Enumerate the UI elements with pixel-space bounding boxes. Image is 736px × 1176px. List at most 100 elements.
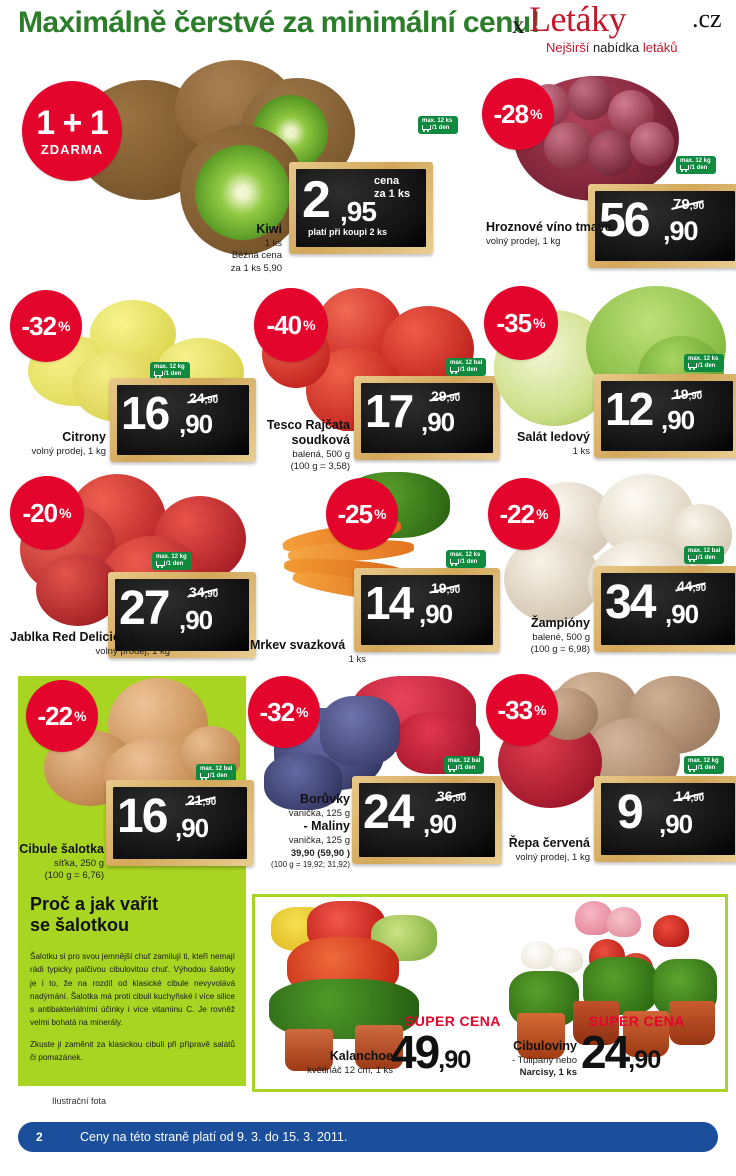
- validity-text: Ceny na této straně platí od 9. 3. do 15…: [80, 1130, 348, 1144]
- product-kiwi[interactable]: 1 + 1 ZDARMA max. 12 ks /1 den Kiwi 1 ks…: [0, 56, 470, 286]
- cibuloviny-price-int: 24: [581, 1026, 630, 1078]
- mrkev-name-block: Mrkev svazková 1 ks: [250, 638, 366, 665]
- watermark-tld: .cz: [692, 4, 722, 33]
- citrony-limit-period: /1 den: [164, 370, 182, 377]
- jablka-sub1: volný prodej, 1 kg: [95, 646, 170, 657]
- hrozny-price-dec: ,90: [663, 216, 699, 246]
- citrony-limit-qty: max. 12 kg: [154, 364, 185, 370]
- product-zampiony[interactable]: -22% max. 12 bal /1 den 34 ,90 44,90 Žam…: [484, 468, 736, 668]
- cart-icon: [688, 363, 697, 371]
- product-boruvky[interactable]: -32% max. 12 bal /1 den 24 ,90 36,90 Bor…: [248, 668, 502, 878]
- salat-limit-badge: max. 12 ks /1 den: [684, 354, 724, 372]
- jablka-price-dec: ,90: [179, 605, 213, 635]
- salotka-limit-badge: max. 12 bal /1 den: [196, 764, 237, 782]
- kiwi-price-note-top: cena za 1 ks: [374, 175, 411, 200]
- kalanchoe-price: 49,90: [391, 1029, 471, 1075]
- boruvky-price-old: 36,90: [435, 789, 466, 804]
- mrkev-discount-badge: -25%: [326, 478, 398, 550]
- mrkev-name: Mrkev svazková: [250, 638, 346, 652]
- salat-price-int: 12: [605, 383, 654, 435]
- mrkev-price-board: 14 ,90 19,90: [354, 568, 500, 652]
- rajcata-limit-qty: max. 12 bal: [450, 360, 483, 366]
- cibuloviny-sub2: Narcisy, 1 ks: [519, 1067, 577, 1079]
- cart-icon: [450, 367, 459, 375]
- salotka-name: Cibule šalotka: [19, 842, 104, 856]
- cibuloviny-price: 24,90: [581, 1029, 661, 1075]
- jablka-name-block: Jablka Red Delicious volný prodej, 1 kg: [10, 630, 170, 657]
- rajcata-name2: soudková: [291, 433, 350, 447]
- salotka-name-block: Cibule šalotka síťka, 250 g (100 g = 6,7…: [0, 842, 104, 882]
- salotka-sub1: síťka, 250 g: [53, 858, 104, 869]
- watermark-logo: x Letáky .cz Nejširší nabídka letáků: [490, 0, 736, 55]
- salotka-price-dec: ,90: [175, 813, 209, 843]
- zampiony-price-int: 34: [605, 576, 656, 629]
- boruvky-price-dec: ,90: [423, 809, 457, 839]
- rajcata-price-dec: ,90: [421, 407, 455, 437]
- watermark-tagline-c: letáků: [642, 40, 678, 55]
- rajcata-price-old: 29,90: [429, 389, 460, 404]
- hrozny-sub1: volný prodej, 1 kg: [486, 236, 561, 247]
- mrkev-price-old-dec: ,90: [446, 585, 461, 596]
- product-salat[interactable]: -35% max. 12 ks /1 den 12 ,90 19,90 Salá…: [484, 278, 736, 468]
- boruvky-sub1: vanička, 125 g: [288, 808, 350, 819]
- product-repa[interactable]: -33% max. 12 kg /1 den 9 ,90 14,90 Řepa …: [484, 668, 736, 868]
- salat-name-block: Salát ledový 1 ks: [484, 430, 590, 457]
- page-header: Maximálně čerstvé za minimální cenu! x L…: [0, 0, 736, 56]
- product-jablka[interactable]: -20% max. 12 kg /1 den 27 ,90 34,90 Jabl…: [0, 468, 256, 668]
- zampiony-sub1: balené, 500 g: [532, 632, 590, 643]
- jablka-price-old: 34,90: [187, 585, 218, 600]
- watermark-tagline: Nejširší nabídka letáků: [546, 40, 678, 55]
- jablka-discount-badge: -20%: [10, 476, 84, 550]
- product-hrozny[interactable]: -28% max. 12 kg /1 den 56 ,90 79,90 Hroz…: [470, 56, 736, 286]
- hrozny-discount-badge: -28%: [482, 78, 554, 150]
- zampiony-price-dec: ,90: [665, 599, 699, 629]
- repa-price-board: 9 ,90 14,90: [594, 776, 736, 862]
- cart-icon: [422, 125, 431, 133]
- watermark-tagline-a: Nejširší: [546, 40, 593, 55]
- rajcata-discount-badge: -40%: [254, 288, 328, 362]
- article-paragraph-2: Zkuste ji zaměnit za klasickou cibuli př…: [30, 1039, 235, 1062]
- hrozny-name-block: Hroznové víno tmavé volný prodej, 1 kg: [486, 220, 616, 247]
- cart-icon: [688, 555, 697, 563]
- zampiony-price-old: 44,90: [675, 579, 706, 594]
- salat-price-board: 12 ,90 19,90: [594, 374, 736, 458]
- product-salotka[interactable]: -22% max. 12 bal /1 den 16 ,90 21,90 Cib…: [0, 668, 254, 881]
- salat-discount-value: -35: [496, 308, 532, 338]
- boruvky-limit-qty: max. 12 bal: [448, 758, 481, 764]
- citrony-limit-badge: max. 12 kg /1 den: [150, 362, 190, 380]
- repa-limit-badge: max. 12 kg /1 den: [684, 756, 724, 774]
- zampiony-price-board: 34 ,90 44,90: [594, 566, 736, 652]
- hrozny-price-board: 56 ,90 79,90: [588, 184, 736, 268]
- boruvky-price-int: 24: [363, 786, 414, 839]
- jablka-limit-period: /1 den: [166, 560, 184, 567]
- product-citrony[interactable]: -32% max. 12 kg /1 den 16 ,90 24,90 Citr…: [0, 278, 256, 468]
- rajcata-name: Tesco Rajčata: [266, 418, 350, 432]
- kiwi-limit-period: /1 den: [432, 124, 450, 131]
- jablka-limit-badge: max. 12 kg /1 den: [152, 552, 192, 570]
- kiwi-price-dec: ,95: [340, 196, 377, 227]
- product-rajcata[interactable]: -40% max. 12 bal /1 den 17 ,90 29,90 Tes…: [248, 278, 500, 472]
- salotka-sub2: (100 g = 6,76): [44, 870, 104, 882]
- cibuloviny-name-block: Cibuloviny - Tulipány nebo Narcisy, 1 ks: [455, 1039, 577, 1079]
- cibuloviny-price-dec: ,90: [628, 1046, 661, 1074]
- boruvky-sub4: (100 g = 19,92; 31,92): [271, 860, 350, 870]
- repa-price-int: 9: [617, 786, 644, 839]
- zampiony-limit-qty: max. 12 bal: [688, 548, 721, 554]
- kiwi-limit-qty: max. 12 ks: [422, 118, 453, 124]
- cart-icon: [450, 559, 459, 567]
- flowers-panel: SUPER CENA 49,90 Kalanchoe květináč 12 c…: [252, 894, 728, 1092]
- kiwi-sub3: za 1 ks 5,90: [230, 262, 282, 274]
- rajcata-discount-value: -40: [266, 310, 302, 340]
- repa-name-block: Řepa červená volný prodej, 1 kg: [484, 836, 590, 863]
- repa-limit-period: /1 den: [698, 764, 716, 771]
- repa-price-old: 14,90: [673, 789, 704, 804]
- cart-icon: [448, 765, 457, 773]
- kiwi-price-note-bottom: platí při koupi 2 ks: [308, 227, 388, 237]
- citrony-sub1: volný prodej, 1 kg: [31, 446, 106, 457]
- cart-icon: [688, 765, 697, 773]
- mrkev-limit-period: /1 den: [460, 558, 478, 565]
- product-mrkev[interactable]: -25% max. 12 ks /1 den 14 ,90 19,90 Mrke…: [248, 468, 500, 668]
- page-number: 2: [36, 1130, 43, 1144]
- zampiony-sub2: (100 g = 6,98): [530, 644, 590, 656]
- article-title: Proč a jak vařit se šalotkou: [30, 894, 159, 936]
